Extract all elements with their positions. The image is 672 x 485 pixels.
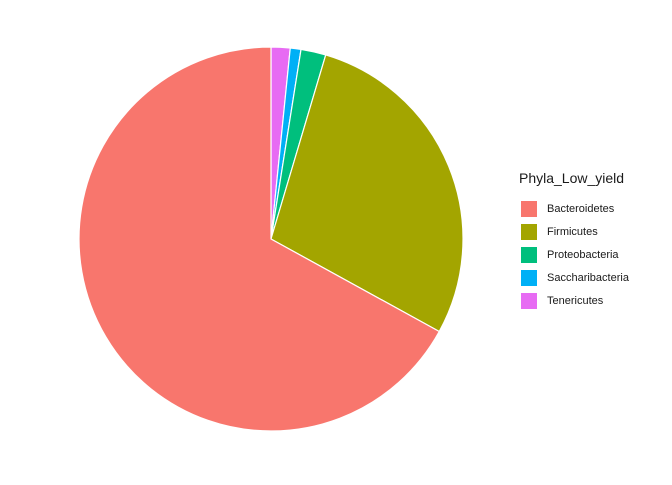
- legend-item-bacteroidetes: Bacteroidetes: [519, 197, 669, 220]
- legend-key-firmicutes: [520, 222, 538, 241]
- pie-slice-firmicutes: [270, 54, 464, 333]
- pie-slice-bacteroidetes: [78, 46, 440, 432]
- legend-label-proteobacteria: Proteobacteria: [547, 248, 619, 261]
- legend-title: Phyla_Low_yield: [519, 170, 625, 186]
- legend-item-tenericutes: Tenericutes: [519, 289, 669, 312]
- legend-key-tenericutes: [520, 291, 538, 310]
- legend-label-saccharibacteria: Saccharibacteria: [547, 271, 629, 284]
- legend-items: Bacteroidetes Firmicutes Proteobacteria Sac…: [519, 197, 669, 312]
- pie-slices: [78, 46, 464, 432]
- legend-item-firmicutes: Firmicutes: [519, 220, 669, 243]
- legend-label-firmicutes: Firmicutes: [547, 225, 598, 238]
- legend: Phyla_Low_yield Bacteroidetes Firmicutes P…: [519, 170, 669, 312]
- legend-label-bacteroidetes: Bacteroidetes: [547, 202, 615, 215]
- legend-item-proteobacteria: Proteobacteria: [519, 243, 669, 266]
- legend-key-proteobacteria: [520, 245, 538, 264]
- legend-key-bacteroidetes: [520, 199, 538, 218]
- legend-item-saccharibacteria: Saccharibacteria: [519, 266, 669, 289]
- legend-label-tenericutes: Tenericutes: [547, 294, 604, 307]
- legend-key-saccharibacteria: [520, 268, 538, 287]
